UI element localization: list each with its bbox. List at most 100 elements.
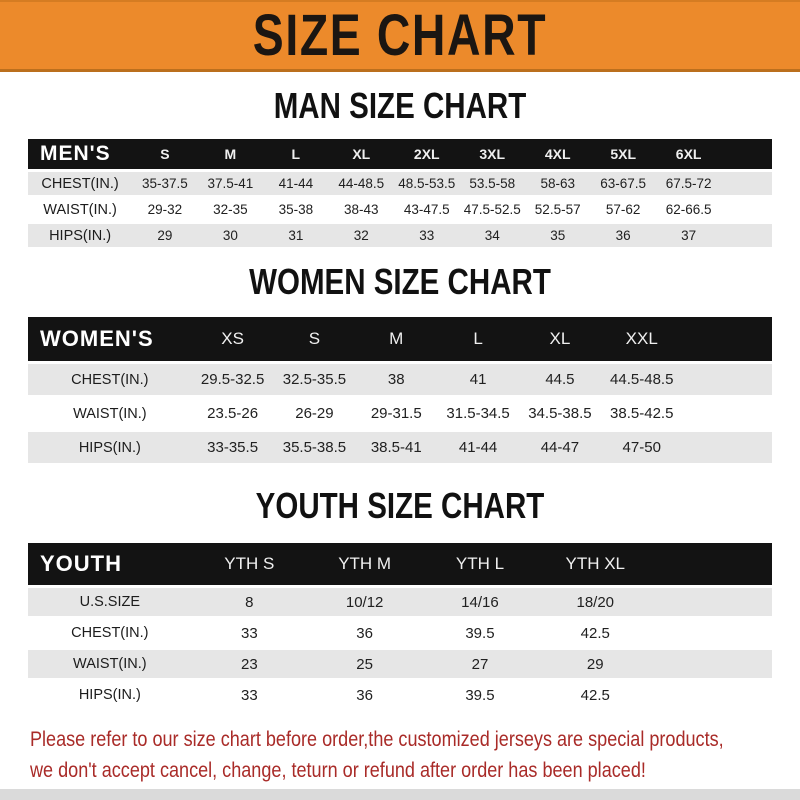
row-label: WAIST(IN.)	[73, 656, 147, 672]
measurement-row: WAIST(IN.) 23 25 27 29	[28, 650, 772, 678]
size-value-cell: 29-31.5	[370, 405, 422, 422]
row-label: WAIST(IN.)	[73, 405, 147, 422]
spacer-cell	[653, 588, 772, 616]
size-column-header: XXL	[600, 317, 683, 361]
size-value-cell: 10/12	[345, 593, 384, 611]
size-value-cell: 38-43	[344, 202, 379, 217]
size-value-cell: 38.5-42.5	[610, 405, 674, 422]
size-value-cell: 41-44	[458, 439, 498, 456]
spacer-cell	[683, 364, 772, 395]
size-column-header: 2XL	[394, 139, 460, 169]
size-value-cell: 37	[681, 228, 697, 243]
size-column-header: YTH XL	[537, 543, 653, 585]
size-column-header: 6XL	[655, 139, 722, 169]
footer-notice: Please refer to our size chart before or…	[0, 724, 800, 786]
measurement-row: U.S.SIZE 8 10/12 14/16 18/20	[28, 588, 772, 616]
size-value-cell: 27	[471, 655, 489, 673]
size-value-cell: 29.5-32.5	[200, 371, 265, 388]
size-value-cell: 57-62	[605, 202, 641, 217]
size-value-cell: 44.5	[545, 371, 575, 388]
size-value-cell: 25	[356, 655, 373, 673]
section-youth: YOUTH SIZE CHART YOUTH YTH S YTH M YTH L YTH…	[0, 486, 800, 712]
size-value-cell: 42.5	[580, 686, 610, 704]
size-value-cell: 53.5-58	[469, 176, 516, 191]
size-column-header: L	[263, 139, 329, 169]
size-value-cell: 35	[550, 228, 566, 243]
size-column-header: XS	[191, 317, 274, 361]
size-value-cell: 14/16	[461, 593, 499, 611]
bottom-strip	[0, 789, 800, 800]
youth-section-heading: YOUTH SIZE CHART	[255, 485, 545, 526]
size-value-cell: 32-35	[213, 202, 248, 217]
size-value-cell: 35.5-38.5	[282, 439, 347, 456]
spacer-cell	[682, 317, 772, 361]
measurement-row: WAIST(IN.) 29-32 32-35 35-38 38-43 43-47.5 47.…	[28, 198, 772, 221]
size-value-cell: 43-47.5	[403, 202, 450, 217]
banner-title: SIZE CHART	[252, 2, 548, 68]
size-value-cell: 33	[240, 624, 258, 642]
size-value-cell: 37.5-41	[207, 176, 254, 191]
measurement-row: HIPS(IN.) 33 36 39.5 42.5	[28, 681, 772, 709]
spacer-cell	[721, 224, 772, 247]
size-column-header: XL	[328, 139, 395, 169]
men-size-table: MEN'S S M L XL 2XL 3XL 4XL 5XL 6XL CHEST(IN.) 35-37…	[28, 136, 772, 250]
size-value-cell: 29	[586, 655, 604, 673]
row-label: HIPS(IN.)	[78, 687, 141, 703]
size-value-cell: 44-48.5	[338, 176, 385, 191]
size-value-cell: 41-44	[278, 176, 314, 191]
section-men: MAN SIZE CHART MEN'S S M L XL 2XL 3XL 4XL 5XL 6XL…	[0, 86, 800, 250]
spacer-cell	[721, 172, 772, 195]
row-label: U.S.SIZE	[79, 594, 141, 610]
size-value-cell: 36	[356, 624, 373, 642]
size-value-cell: 39.5	[465, 624, 495, 642]
size-column-header: S	[273, 317, 356, 361]
size-value-cell: 31	[288, 228, 304, 243]
spacer-cell	[721, 139, 772, 169]
size-column-header: M	[197, 139, 264, 169]
size-value-cell: 34	[484, 228, 500, 243]
women-section-heading: WOMEN SIZE CHART	[249, 261, 551, 302]
spacer-cell	[683, 432, 772, 463]
size-value-cell: 29	[157, 228, 173, 243]
size-value-cell: 47.5-52.5	[463, 202, 521, 217]
row-label: CHEST(IN.)	[71, 371, 149, 388]
measurement-row: CHEST(IN.) 29.5-32.5 32.5-35.5 38 41 44.5 44.5…	[28, 364, 772, 395]
size-value-cell: 30	[222, 228, 238, 243]
measurement-row: CHEST(IN.) 33 36 39.5 42.5	[28, 619, 772, 647]
size-column-header: 3XL	[459, 139, 525, 169]
size-value-cell: 48.5-53.5	[398, 176, 456, 191]
size-value-cell: 32	[353, 228, 369, 243]
table-header-bar: WOMEN'S XS S M L XL XXL	[28, 317, 772, 361]
size-column-header: L	[437, 317, 519, 361]
size-value-cell: 52.5-57	[534, 202, 581, 217]
measurement-row: CHEST(IN.) 35-37.5 37.5-41 41-44 44-48.5 48.5…	[28, 172, 772, 195]
men-section-heading: MAN SIZE CHART	[273, 85, 527, 126]
size-value-cell: 38	[387, 371, 405, 388]
row-label: CHEST(IN.)	[71, 625, 149, 641]
youth-size-table: YOUTH YTH S YTH M YTH L YTH XL U.S.SIZE 8 10/12…	[28, 540, 772, 712]
size-value-cell: 8	[245, 593, 254, 611]
size-value-cell: 58-63	[540, 176, 575, 191]
size-column-header: M	[355, 317, 438, 361]
size-value-cell: 18/20	[576, 593, 615, 611]
size-column-header: YTH M	[306, 543, 423, 585]
banner: SIZE CHART	[0, 0, 800, 72]
size-value-cell: 33	[419, 228, 435, 243]
size-value-cell: 44.5-48.5	[610, 371, 674, 388]
size-column-header: 5XL	[590, 139, 656, 169]
size-value-cell: 36	[356, 686, 373, 704]
size-value-cell: 33	[240, 686, 258, 704]
spacer-cell	[652, 543, 772, 585]
table-corner-label: WOMEN'S	[28, 317, 192, 361]
size-column-header: 4XL	[524, 139, 591, 169]
size-column-header: YTH L	[422, 543, 538, 585]
size-value-cell: 35-37.5	[141, 176, 188, 191]
notice-line-1: Please refer to our size chart before or…	[30, 728, 724, 751]
spacer-cell	[653, 650, 772, 678]
measurement-row: HIPS(IN.) 33-35.5 35.5-38.5 38.5-41 41-44 44-…	[28, 432, 772, 463]
size-column-header: S	[132, 139, 198, 169]
section-women: WOMEN SIZE CHART WOMEN'S XS S M L XL XXL CHEST(…	[0, 262, 800, 466]
size-value-cell: 33-35.5	[207, 439, 259, 456]
size-value-cell: 31.5-34.5	[446, 405, 510, 422]
